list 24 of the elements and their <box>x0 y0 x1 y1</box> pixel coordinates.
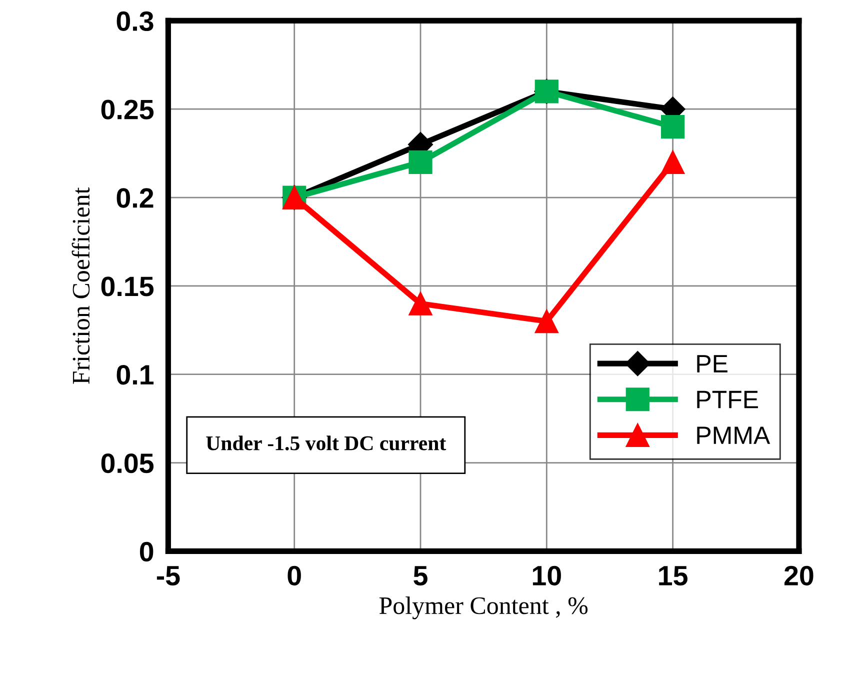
y-tick-label: 0.25 <box>101 100 154 120</box>
x-tick-label: 0 <box>288 566 301 586</box>
y-tick-label: 0.15 <box>101 276 154 296</box>
point <box>408 150 432 174</box>
y-tick-label: 0 <box>140 542 154 562</box>
point <box>534 310 558 334</box>
y-tick-label: 0.3 <box>116 11 154 32</box>
x-tick-label: 10 <box>532 566 561 586</box>
x-tick-label: 5 <box>414 566 428 586</box>
y-tick-label: 0.05 <box>101 453 154 474</box>
y-tick-label: 0.1 <box>116 365 154 385</box>
legend-label: PMMA <box>697 426 770 444</box>
x-tick-label: 15 <box>659 566 688 586</box>
point <box>408 292 432 316</box>
x-tick-label: 20 <box>784 566 814 586</box>
y-tick-label: 0.2 <box>116 188 154 208</box>
legend-label: PE <box>697 355 728 372</box>
x-axis-title: Polymer Content , % <box>379 596 588 620</box>
point <box>660 114 685 139</box>
y-axis-title: Friction Coefficient <box>72 187 90 384</box>
x-tick-label: -5 <box>156 566 180 586</box>
point <box>660 150 685 174</box>
legend-label: PTFE <box>697 390 758 408</box>
annotation: Under -1.5 volt DC current <box>206 436 446 450</box>
